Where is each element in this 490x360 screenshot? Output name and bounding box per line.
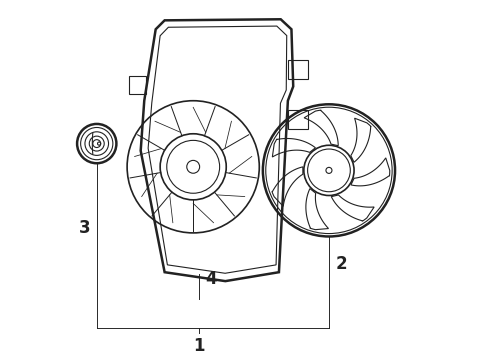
Text: 2: 2 <box>335 255 347 273</box>
Text: 1: 1 <box>193 337 204 355</box>
Text: 4: 4 <box>205 270 217 288</box>
Text: 3: 3 <box>79 219 90 237</box>
